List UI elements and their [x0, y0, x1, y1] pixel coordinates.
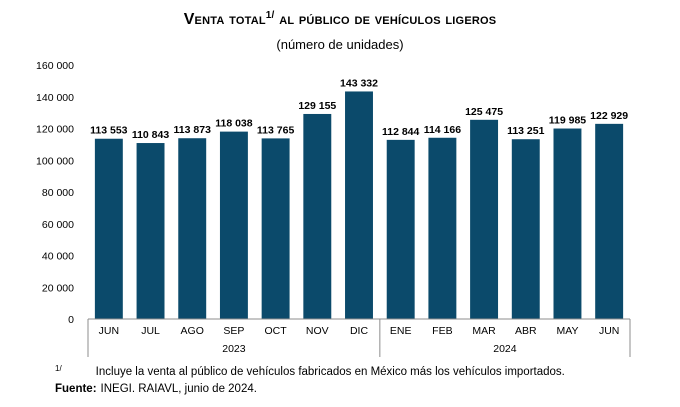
x-tick-label: JUL [141, 325, 160, 337]
bar [345, 91, 373, 319]
bar [261, 138, 290, 319]
bar [470, 119, 499, 319]
footnote: 1/Incluye la venta al público de vehícul… [55, 364, 565, 378]
chart-subtitle: (número de unidades) [276, 37, 404, 52]
bar-value-label: 114 166 [424, 124, 462, 136]
title-footnote-marker: 1/ [265, 10, 275, 21]
title-main: Venta total [183, 11, 266, 28]
bar-value-label: 129 155 [298, 100, 336, 112]
x-tick-label: ABR [515, 325, 537, 337]
y-tick-label: 80 000 [42, 187, 74, 199]
bar [136, 143, 165, 319]
x-tick-label: AGO [181, 325, 204, 337]
source-label: Fuente: [55, 383, 97, 395]
x-tick-label: ENE [390, 325, 412, 337]
x-tick-label: JUN [99, 325, 119, 337]
bar-value-label: 118 038 [215, 118, 253, 130]
bar-value-label: 113 765 [257, 124, 295, 136]
x-tick-label: MAY [556, 325, 578, 337]
bar [595, 123, 624, 319]
bar-value-label: 122 929 [590, 110, 628, 122]
y-tick-label: 60 000 [42, 219, 74, 231]
y-tick-label: 120 000 [36, 124, 74, 136]
y-tick-label: 160 000 [36, 60, 74, 72]
x-tick-label: FEB [432, 325, 452, 337]
y-tick-label: 40 000 [42, 251, 74, 263]
y-tick-label: 0 [68, 314, 74, 326]
y-tick-label: 100 000 [36, 155, 74, 167]
bar [219, 131, 248, 319]
x-tick-label: NOV [306, 325, 329, 337]
footnote-marker: 1/ [55, 364, 62, 373]
bar [94, 138, 123, 319]
x-tick-label: SEP [223, 325, 244, 337]
footnote-text: Incluye la venta al público de vehículos… [95, 366, 565, 378]
bar-value-label: 112 844 [382, 126, 420, 138]
bar [511, 139, 540, 319]
bar [386, 139, 415, 319]
title-rest: al público de vehículos ligeros [279, 11, 497, 28]
bar [303, 113, 332, 320]
bar-value-label: 113 873 [174, 124, 212, 136]
x-tick-label: OCT [265, 325, 288, 337]
source-line: Fuente: INEGI. RAIAVL, junio de 2024. [55, 383, 257, 395]
x-tick-label: MAR [472, 325, 496, 337]
bar-value-label: 125 475 [465, 106, 503, 118]
x-tick-label: JUN [599, 325, 619, 337]
bar [178, 138, 207, 319]
year-group-label: 2023 [222, 343, 246, 355]
y-tick-label: 140 000 [36, 92, 74, 104]
source-text: INEGI. RAIAVL, junio de 2024. [100, 383, 257, 395]
y-tick-label: 20 000 [42, 282, 74, 294]
bar [428, 137, 457, 319]
bar-value-label: 143 332 [340, 77, 378, 89]
chart-title: Venta total1/ al público de vehículos li… [0, 10, 680, 29]
bar-value-label: 110 843 [132, 129, 170, 141]
bar-value-label: 119 985 [549, 115, 587, 127]
bar-value-label: 113 251 [507, 125, 545, 137]
year-group-label: 2024 [493, 343, 517, 355]
bar-value-label: 113 553 [90, 125, 128, 137]
x-tick-label: DIC [350, 325, 369, 337]
bar [553, 128, 582, 319]
